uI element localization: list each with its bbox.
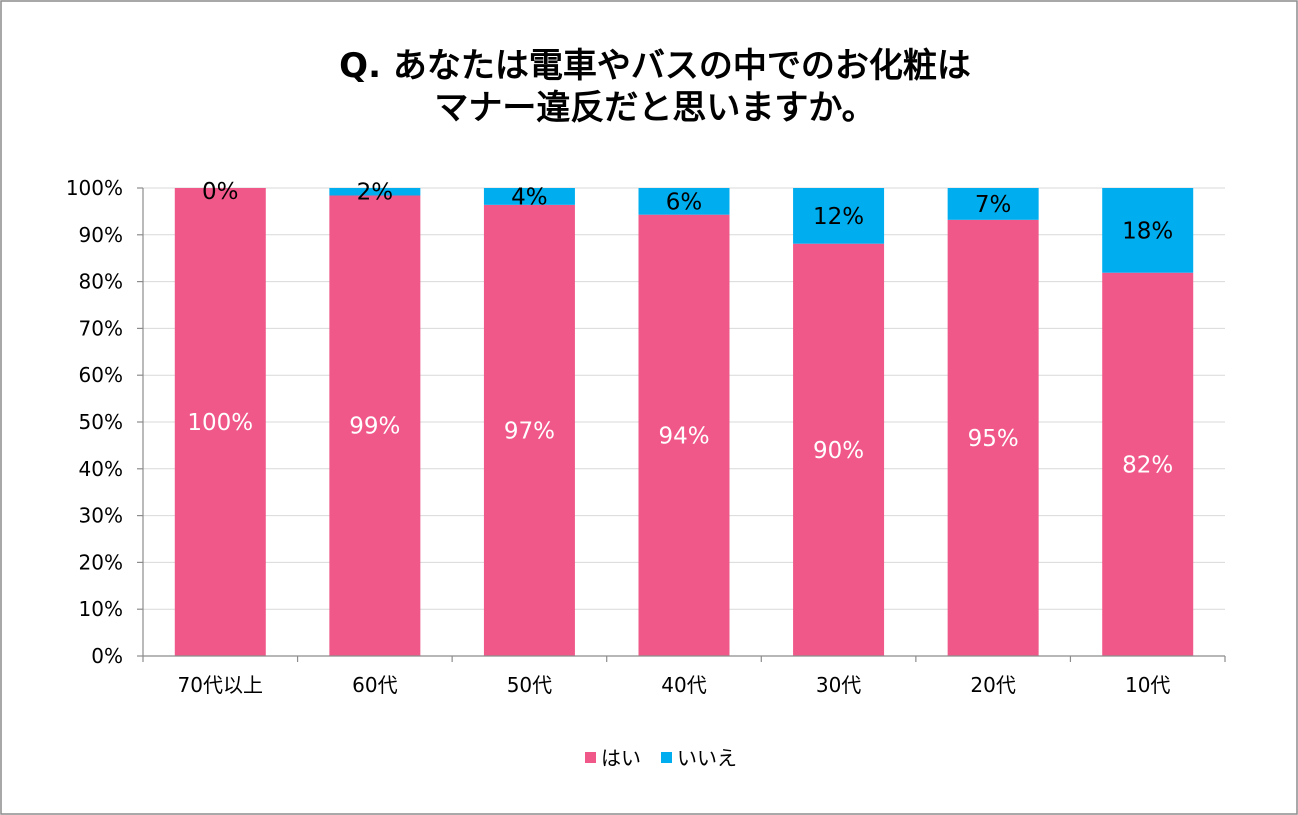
bar-hai [483,204,575,656]
data-label-iie: 2% [357,180,394,206]
y-tick-label: 30% [79,504,123,528]
bar-iie [947,188,1039,220]
bar-hai [947,219,1039,656]
bar-iie [793,188,885,244]
legend-swatch [661,752,672,763]
bar-iie [329,188,421,196]
data-label-hai: 99% [349,414,400,440]
legend-swatch [585,752,596,763]
data-label-iie: 18% [1122,218,1173,244]
y-tick-label: 20% [79,550,123,574]
y-tick-label: 60% [79,363,123,387]
axes: 0% 10% 20% 30% 40% 50% 60% 70% 80% 90% 100% 70代以上 60… [66,176,1226,697]
x-tick-label: 70代以上 [178,673,263,697]
x-tick-label: 60代 [352,673,397,697]
bar-hai [1102,272,1194,656]
data-label-hai: 95% [968,426,1019,452]
bar-hai [793,243,885,656]
data-label-iie: 7% [975,192,1012,218]
y-tick-label: 40% [79,457,123,481]
x-tick-label: 40代 [661,673,706,697]
data-label-hai: 90% [813,438,864,464]
y-tick-label: 10% [79,597,123,621]
data-labels: 100% 0% 99% 2% 97% 4% 94% 6% 90% 12% 95% 7% 82% 18% [187,179,1173,478]
chart-title-line-1: Q. あなたは電車やバスの中でのお化粧は [339,46,971,86]
bars [174,188,1194,656]
data-label-hai: 82% [1122,452,1173,478]
y-tick-label: 100% [66,176,123,200]
data-label-hai: 94% [658,423,709,449]
y-tick-label: 90% [79,223,123,247]
y-tick-label: 80% [79,270,123,294]
legend: はい いいえ [585,746,737,770]
data-label-iie: 6% [666,189,703,215]
legend-label: いいえ [677,746,737,770]
chart-title-line-2: マナー違反だと思いますか。 [434,88,875,128]
bar-iie [483,188,575,205]
y-tick-label: 0% [91,644,123,668]
data-label-hai: 97% [504,418,555,444]
y-tick-label: 70% [79,316,123,340]
x-tick-label: 30代 [816,673,861,697]
legend-label: はい [601,746,641,770]
x-tick-label: 10代 [1125,673,1170,697]
data-label-iie: 12% [813,204,864,230]
bar-hai [329,195,421,656]
data-label-iie: 4% [511,184,548,210]
bar-hai [174,188,266,656]
x-tick-label: 20代 [970,673,1015,697]
bar-iie [1102,188,1194,273]
y-tick-label: 50% [79,410,123,434]
bar-iie [638,188,730,215]
x-tick-label: 50代 [507,673,552,697]
data-label-hai: 100% [187,410,253,436]
bar-hai [638,214,730,656]
data-label-iie: 0% [202,179,239,205]
